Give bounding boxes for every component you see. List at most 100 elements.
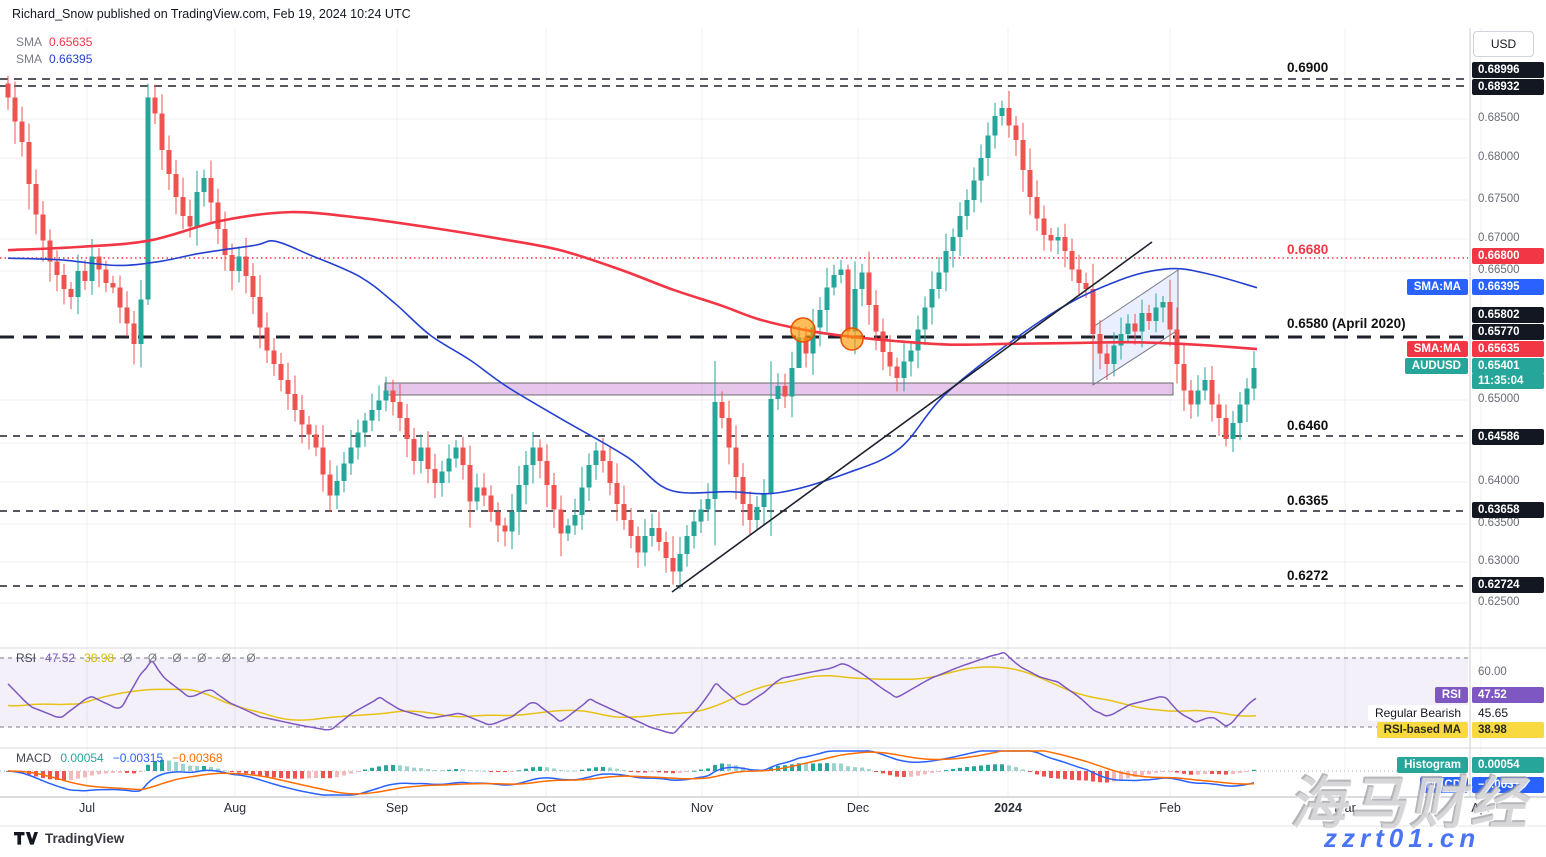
macd-histogram-bar [538, 766, 542, 771]
candle [775, 385, 781, 399]
candle [579, 487, 585, 516]
macd-histogram-bar [447, 769, 451, 771]
macd-legend[interactable]: MACD 0.00054 −0.00315 −0.00368 [16, 751, 232, 765]
candle [222, 229, 228, 255]
macd-histogram-bar [1084, 771, 1088, 781]
macd-histogram-bar [188, 765, 192, 771]
candle [439, 471, 445, 483]
macd-histogram-bar [440, 770, 444, 772]
candle [243, 256, 249, 276]
currency-toggle-button[interactable]: USD [1473, 31, 1534, 57]
price-badge: 0.65802 [1472, 307, 1544, 323]
macd-histogram-bar [972, 766, 976, 771]
candle [971, 180, 977, 201]
rsi-ma-value: 38.98 [84, 651, 115, 665]
axis-tick: 0.65000 [1478, 393, 1520, 405]
candle [593, 450, 599, 466]
macd-histogram-bar [965, 767, 969, 771]
macd-histogram-bar [48, 771, 52, 780]
candle [1118, 334, 1124, 346]
candle [327, 474, 333, 496]
tradingview-brand[interactable]: TradingView [14, 831, 124, 846]
candle [383, 390, 389, 401]
macd-histogram-bar [1147, 771, 1151, 775]
time-axis-label: Nov [690, 801, 714, 815]
macd-histogram-bar [657, 771, 661, 773]
candle [1062, 237, 1068, 251]
macd-histogram-bar [209, 766, 213, 771]
candle [75, 271, 81, 297]
macd-histogram-bar [573, 770, 577, 772]
macd-histogram-bar [300, 771, 304, 779]
candle [915, 329, 921, 351]
candle [453, 447, 459, 459]
candle [446, 458, 452, 472]
macd-histogram-bar [90, 771, 94, 776]
candle [264, 327, 270, 351]
candle [838, 269, 844, 276]
candle [901, 361, 907, 378]
candle [719, 402, 725, 419]
candle [810, 327, 816, 354]
macd-histogram-bar [741, 767, 745, 771]
macd-histogram-bar [258, 771, 262, 776]
sma-fast-line [7, 210, 1258, 351]
macd-histogram-bar [321, 771, 325, 779]
macd-histogram-bar [671, 771, 675, 774]
candle [1167, 301, 1173, 330]
sma-legend[interactable]: SMA 0.65635 SMA 0.66395 [16, 34, 92, 68]
macd-histogram-bar [307, 771, 311, 779]
candle [19, 121, 25, 142]
time-axis-label: Aug [223, 801, 247, 815]
macd-histogram-bar [930, 771, 934, 773]
candle [922, 307, 928, 330]
candle [474, 487, 480, 502]
axis-badge-row: 0.65770 [0, 324, 1546, 340]
candle [1146, 313, 1152, 322]
axis-badge-row: 0.62724 [0, 577, 1546, 593]
sma-slow-legend-row[interactable]: SMA 0.66395 [16, 51, 92, 68]
candle [215, 202, 221, 230]
price-badge: 0.63658 [1472, 502, 1544, 518]
rsi-legend[interactable]: RSI 47.52 38.98 Ø Ø Ø Ø Ø Ø [16, 651, 271, 665]
macd-histogram-bar [1070, 771, 1074, 780]
candle [607, 461, 613, 483]
candle [1160, 301, 1166, 308]
macd-histogram-bar [118, 771, 122, 773]
macd-histogram-bar [1189, 771, 1193, 775]
candle [614, 482, 620, 504]
candle [47, 240, 53, 262]
candle [635, 536, 641, 553]
macd-histogram-bar [678, 771, 682, 773]
axis-tick: 0.62500 [1478, 596, 1520, 608]
candle [201, 178, 207, 192]
macd-histogram-bar [664, 771, 668, 773]
macd-histogram-bar [55, 771, 59, 780]
candle [733, 447, 739, 478]
macd-signal-value: −0.00368 [172, 751, 223, 765]
macd-histogram-bar [804, 763, 808, 771]
macd-histogram-bar [398, 765, 402, 771]
candle [488, 495, 494, 512]
candle [173, 174, 179, 197]
candle [880, 331, 886, 352]
indicator-tag-badge: AUDUSD [1404, 358, 1468, 374]
macd-histogram-bar [1238, 771, 1242, 773]
macd-histogram-bar [1245, 771, 1249, 772]
axis-badge-row: RSI 47.52 [0, 687, 1546, 703]
candle [544, 461, 550, 486]
macd-histogram-bar [1091, 771, 1095, 782]
axis-tick: 60.00 [1478, 666, 1507, 678]
macd-histogram-bar [1112, 771, 1116, 782]
candle [397, 402, 403, 419]
macd-histogram-bar [272, 771, 276, 778]
candle [124, 307, 130, 324]
candle [362, 420, 368, 433]
publish-header: Richard_Snow published on TradingView.co… [12, 7, 411, 21]
sma-fast-legend-row[interactable]: SMA 0.65635 [16, 34, 92, 51]
macd-histogram-bar [517, 770, 521, 772]
candle [1125, 323, 1131, 335]
candle [117, 287, 123, 308]
macd-histogram-bar [202, 765, 206, 771]
